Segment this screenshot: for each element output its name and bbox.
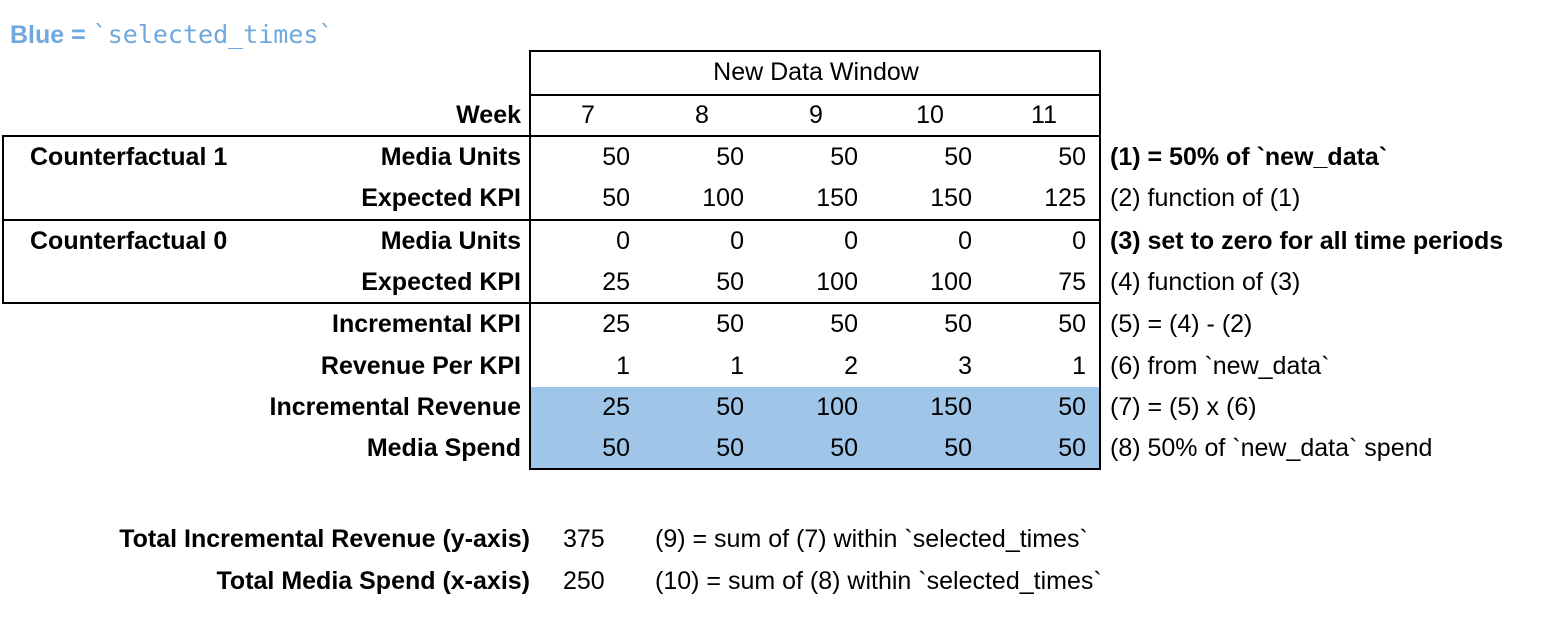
table-cell: 50 — [1058, 142, 1086, 171]
legend-label: Blue = — [10, 21, 93, 49]
week-7: 7 — [581, 101, 595, 129]
row-note: (4) function of (3) — [1110, 268, 1301, 296]
table-cell: 2 — [844, 351, 858, 380]
week-9: 9 — [809, 101, 823, 129]
table-cell-highlighted: 50 — [602, 434, 630, 462]
table-cell: 0 — [616, 227, 630, 255]
table-cell-highlighted: 150 — [930, 393, 972, 421]
table-cell: 50 — [716, 268, 744, 296]
total-value: 375 — [563, 525, 605, 553]
divider-below-counterfactual-0 — [529, 302, 1101, 304]
row-note: (8) 50% of `new_data` spend — [1110, 434, 1433, 462]
row-note: (2) function of (1) — [1110, 184, 1301, 212]
row-note: (5) = (4) - (2) — [1110, 310, 1253, 338]
week-10: 10 — [916, 101, 944, 129]
table-cell: 50 — [602, 184, 630, 212]
table-row-media-units-cf0: Counterfactual 0 Media Units 0 0 0 0 0 (3… — [2, 221, 1544, 262]
table-cell: 0 — [958, 227, 972, 255]
total-incremental-revenue-row: Total Incremental Revenue (y-axis) 375 (… — [0, 523, 1544, 555]
row-label: Incremental KPI — [332, 310, 521, 338]
row-label: Media Units — [380, 142, 521, 171]
total-label: Total Media Spend (x-axis) — [216, 567, 530, 595]
divider-below-weeks — [529, 135, 1101, 137]
table-cell: 50 — [716, 310, 744, 338]
table-cell: 50 — [944, 142, 972, 171]
row-note: (7) = (5) x (6) — [1110, 393, 1257, 421]
table-cell: 25 — [602, 268, 630, 296]
table-cell: 50 — [944, 310, 972, 338]
table-cell: 100 — [816, 268, 858, 296]
table-row-expected-kpi-cf1: Expected KPI 50 100 150 150 125 (2) func… — [2, 178, 1544, 219]
row-label: Expected KPI — [361, 184, 521, 212]
divider-below-counterfactual-1 — [529, 219, 1101, 221]
table-cell: 0 — [730, 227, 744, 255]
group-label: Counterfactual 0 — [30, 227, 228, 255]
total-media-spend-row: Total Media Spend (x-axis) 250 (10) = su… — [0, 565, 1544, 597]
row-label: Incremental Revenue — [269, 393, 522, 421]
table-cell: 50 — [602, 142, 630, 171]
row-note: (3) set to zero for all time periods — [1110, 227, 1504, 255]
table-cell-highlighted: 50 — [944, 434, 972, 462]
week-11: 11 — [1031, 101, 1057, 129]
divider-below-header — [529, 94, 1101, 96]
row-label: Media Units — [380, 227, 521, 255]
total-label: Total Incremental Revenue (y-axis) — [119, 525, 530, 553]
row-note: (6) from `new_data` — [1110, 351, 1330, 380]
table-cell: 1 — [1072, 351, 1086, 380]
table-cell: 0 — [844, 227, 858, 255]
row-note: (1) = 50% of `new_data` — [1110, 142, 1388, 171]
table-cell: 50 — [1058, 310, 1086, 338]
row-label: Revenue Per KPI — [320, 351, 521, 380]
table-cell-highlighted: 50 — [1058, 393, 1086, 421]
table-cell-highlighted: 25 — [602, 393, 630, 421]
table-cell: 125 — [1044, 184, 1086, 212]
table-row-incremental-kpi: Incremental KPI 25 50 50 50 50 (5) = (4)… — [2, 304, 1544, 345]
table-cell-highlighted: 50 — [716, 393, 744, 421]
table-row-media-spend: Media Spend 50 50 50 50 50 (8) 50% of `n… — [2, 428, 1544, 469]
table-row-media-units-cf1: Counterfactual 1 Media Units 50 50 50 50 … — [2, 136, 1544, 178]
table-cell-highlighted: 50 — [716, 434, 744, 462]
table-title: New Data Window — [713, 57, 919, 86]
selected-times-highlight — [531, 387, 1099, 468]
total-note: (9) = sum of (7) within `selected_times` — [655, 525, 1088, 553]
table-cell: 0 — [1072, 227, 1086, 255]
week-header-row: Week 7 8 9 10 11 — [2, 95, 1544, 136]
total-note: (10) = sum of (8) within `selected_times… — [655, 567, 1102, 595]
table-cell: 1 — [730, 351, 744, 380]
table-cell: 100 — [702, 184, 744, 212]
table-cell-highlighted: 100 — [816, 393, 858, 421]
table-cell: 50 — [830, 310, 858, 338]
table-row-incremental-revenue: Incremental Revenue 25 50 100 150 50 (7)… — [2, 387, 1544, 428]
row-label: Expected KPI — [361, 268, 521, 296]
group-label: Counterfactual 1 — [30, 142, 228, 171]
table-row-revenue-per-kpi: Revenue Per KPI 1 1 2 3 1 (6) from `new_… — [2, 345, 1544, 387]
table-cell: 50 — [830, 142, 858, 171]
week-label: Week — [456, 101, 521, 129]
counterfactual-0-box — [2, 219, 531, 304]
table-cell: 150 — [816, 184, 858, 212]
table-cell: 150 — [930, 184, 972, 212]
row-label: Media Spend — [366, 434, 521, 462]
table-cell: 1 — [616, 351, 630, 380]
legend-code-selected-times: `selected_times` — [92, 20, 334, 49]
table-cell: 25 — [602, 310, 630, 338]
table-cell: 100 — [930, 268, 972, 296]
legend: Blue = `selected_times` — [10, 20, 334, 50]
table-cell-highlighted: 50 — [1058, 434, 1086, 462]
week-8: 8 — [695, 101, 709, 129]
table-cell: 3 — [958, 351, 972, 380]
table-cell: 50 — [716, 142, 744, 171]
table-row-expected-kpi-cf0: Expected KPI 25 50 100 100 75 (4) functi… — [2, 262, 1544, 303]
table-cell-highlighted: 50 — [830, 434, 858, 462]
table-cell: 75 — [1058, 268, 1086, 296]
total-value: 250 — [563, 567, 605, 595]
